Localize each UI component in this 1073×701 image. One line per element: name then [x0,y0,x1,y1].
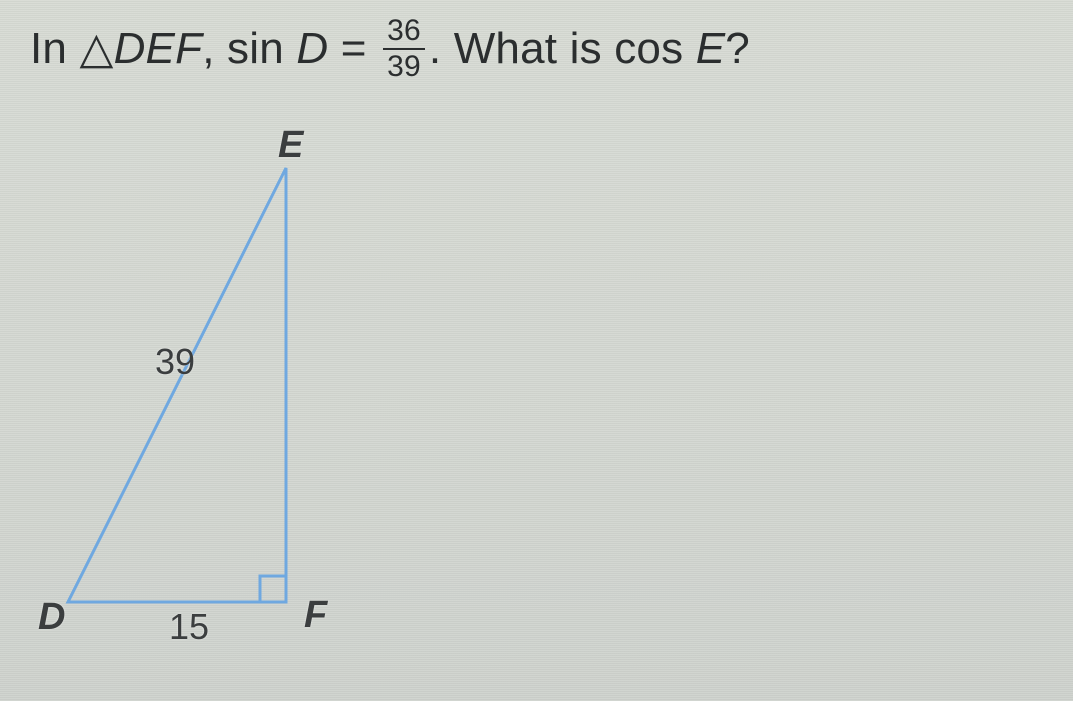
question-text: In △DEF, sin D = 36 39 . What is cos E? [30,18,1063,85]
trig2-angle: E [696,24,726,73]
vertex-label-d: D [38,596,65,639]
vertex-label-e: E [278,124,303,167]
triangle-shape [68,168,286,602]
q-equals: = [328,24,379,73]
triangle-svg [40,150,420,670]
triangle-name: DEF [114,24,203,73]
right-angle-marker [260,576,286,602]
fraction: 36 39 [383,15,425,82]
q-comma: , [202,24,227,73]
trig2-fn: cos [614,24,696,73]
q-prefix: In [30,24,80,73]
triangle-figure: E D F 39 15 [40,150,420,670]
fraction-denominator: 39 [383,51,425,83]
q-ask-prefix: What is [454,24,615,73]
trig1-angle: D [296,24,328,73]
triangle-symbol: △ [80,24,114,73]
edge-label-base: 15 [169,606,209,648]
q-mark: ? [725,24,750,73]
edge-label-hypotenuse: 39 [155,341,195,383]
q-period: . [429,24,454,73]
vertex-label-f: F [304,594,327,637]
fraction-numerator: 36 [383,15,425,47]
trig1-fn: sin [227,24,296,73]
